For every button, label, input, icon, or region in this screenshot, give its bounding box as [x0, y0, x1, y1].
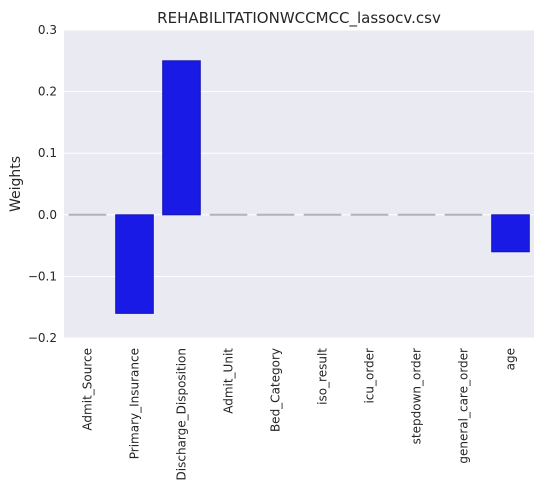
x-tick-label: age [504, 348, 518, 370]
y-tick-label: 0.3 [38, 23, 57, 37]
x-tick-label: Bed_Category [269, 348, 283, 432]
x-tick-label: icu_order [363, 348, 377, 404]
x-tick-label: Discharge_Disposition [175, 348, 189, 480]
x-axis-ticks: Admit_Source Primary_Insurance Discharge_D… [81, 348, 518, 481]
bars [68, 60, 530, 314]
bar [162, 60, 201, 216]
y-tick-label: 0.2 [38, 85, 57, 99]
y-axis-label: Weights [8, 156, 24, 212]
bar [115, 214, 154, 314]
y-axis-ticks: 0.3 0.2 0.1 0.0 −0.1 −0.2 [28, 23, 57, 345]
chart-title: REHABILITATIONWCCMCC_lassocv.csv [157, 9, 441, 28]
x-tick-label: stepdown_order [410, 348, 424, 444]
x-tick-label: general_care_order [457, 348, 471, 464]
x-tick-label: Admit_Unit [222, 348, 236, 414]
y-tick-label: 0.0 [38, 208, 57, 222]
bar [491, 214, 530, 253]
x-tick-label: iso_result [316, 348, 330, 405]
y-tick-label: −0.1 [28, 269, 57, 283]
y-tick-label: −0.2 [28, 331, 57, 345]
x-tick-label: Admit_Source [81, 348, 95, 431]
y-tick-label: 0.1 [38, 146, 57, 160]
x-tick-label: Primary_Insurance [128, 348, 142, 459]
